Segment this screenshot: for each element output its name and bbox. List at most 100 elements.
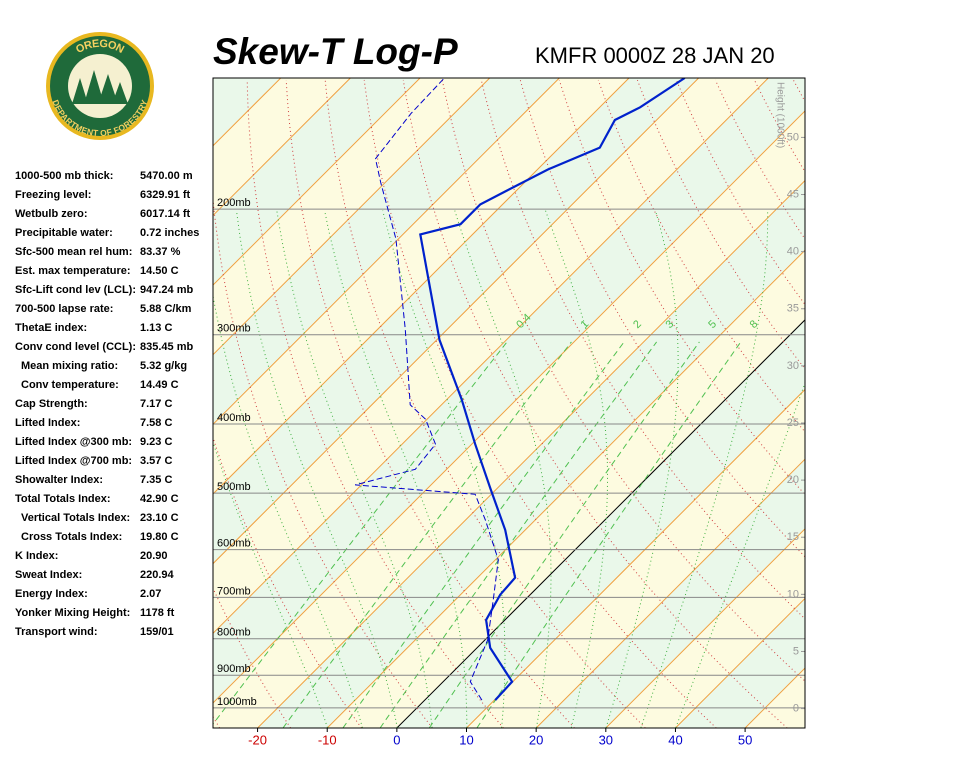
mixing-ratio-line <box>379 341 658 728</box>
stat-value: 5.32 g/kg <box>140 360 187 372</box>
y-tick-label: 500mb <box>217 481 251 493</box>
dry-adiabat <box>872 80 960 728</box>
stat-value: 42.90 C <box>140 493 179 505</box>
stat-label: K Index: <box>15 550 58 562</box>
x-tick-label: -10 <box>318 732 337 747</box>
isotherm <box>213 78 560 426</box>
stat-value: 9.23 C <box>140 436 172 448</box>
stat-label: Transport wind: <box>15 626 98 638</box>
stat-value: 7.58 C <box>140 417 172 429</box>
isotherm <box>213 110 805 704</box>
isotherm <box>675 597 805 728</box>
title: Skew-T Log-P <box>213 31 458 72</box>
y-tick-label: 800mb <box>217 627 251 639</box>
y2-tick-label: 10 <box>787 588 799 600</box>
stat-label: Energy Index: <box>15 588 88 600</box>
stat-value: 14.49 C <box>140 379 179 391</box>
dry-adiabat <box>246 79 504 728</box>
y2-tick-label: 0 <box>793 702 799 714</box>
isotherm-band <box>213 110 805 728</box>
stat-value: 1178 ft <box>140 607 175 619</box>
isotherm <box>213 78 630 495</box>
stat-label: Lifted Index @700 mb: <box>15 455 132 467</box>
stat-value: 23.10 C <box>140 512 179 524</box>
y2-tick-label: 40 <box>787 246 799 258</box>
dry-adiabat <box>911 80 960 728</box>
x-tick-label: 30 <box>599 732 613 747</box>
stat-value: 19.80 C <box>140 531 179 543</box>
stat-label: Cross Totals Index: <box>21 531 122 543</box>
isotherm-band <box>213 78 805 703</box>
y2-tick-label: 50 <box>787 131 799 143</box>
wind-strip <box>820 78 862 728</box>
stat-value: 7.17 C <box>140 398 172 410</box>
isotherm <box>396 319 805 728</box>
isotherm <box>257 179 805 728</box>
stat-value: 3.57 C <box>140 455 172 467</box>
y2-tick-label: 45 <box>787 188 799 200</box>
stat-value: 20.90 <box>140 550 168 562</box>
y2-tick-label: 35 <box>787 303 799 315</box>
stat-value: 7.35 C <box>140 474 172 486</box>
isotherm-band <box>605 528 805 728</box>
isotherm <box>466 388 805 728</box>
moist-adiabat <box>675 381 805 728</box>
stat-label: Total Totals Index: <box>15 493 111 505</box>
plot-area <box>213 78 960 728</box>
stat-label: Sweat Index: <box>15 569 82 581</box>
dry-adiabat <box>558 79 805 496</box>
isotherm <box>213 78 351 217</box>
dry-adiabat <box>213 194 433 728</box>
y2-tick-label: 30 <box>787 360 799 372</box>
x-tick-label: 10 <box>459 732 473 747</box>
stat-value: 14.50 C <box>140 265 179 277</box>
y-tick-label: 700mb <box>217 585 251 597</box>
mixing-ratio-line <box>428 341 700 728</box>
stat-value: 5470.00 m <box>140 170 193 182</box>
stat-label: Yonker Mixing Height: <box>15 607 130 619</box>
stat-label: Sfc-500 mean rel hum: <box>15 246 132 258</box>
stat-value: 2.07 <box>140 588 161 600</box>
stat-value: 159/01 <box>140 626 174 638</box>
x-tick-label: -20 <box>248 732 267 747</box>
stat-label: Lifted Index @300 mb: <box>15 436 132 448</box>
x-tick-label: 50 <box>738 732 752 747</box>
dry-adiabat <box>792 79 805 103</box>
y-tick-label: 200mb <box>217 197 251 209</box>
y-tick-label: 300mb <box>217 323 251 335</box>
stat-value: 5.88 C/km <box>140 303 192 315</box>
isotherm <box>213 78 769 634</box>
logo-top: OREGON <box>74 38 126 56</box>
isotherm <box>605 528 805 728</box>
y-tick-label: 400mb <box>217 412 251 424</box>
logo: OREGON DEPARTMENT OF FORESTRY <box>46 32 154 140</box>
stat-value: 0.72 inches <box>140 227 199 239</box>
stat-label: Est. max temperature: <box>15 265 131 277</box>
dry-adiabat <box>213 587 292 728</box>
plot-frame <box>212 77 806 729</box>
y2-tick-label: 20 <box>787 474 799 486</box>
y2-tick-label: 5 <box>793 645 799 657</box>
stat-label: Lifted Index: <box>15 417 80 429</box>
stat-value: 83.37 % <box>140 246 181 258</box>
stat-label: Wetbulb zero: <box>15 208 88 220</box>
mixing-ratio-line <box>476 341 742 728</box>
stat-value: 1.13 C <box>140 322 172 334</box>
x-tick-label: 0 <box>393 732 400 747</box>
isotherm <box>535 458 805 728</box>
y2-tick-label: 25 <box>787 417 799 429</box>
y-tick-label: 1000mb <box>217 696 257 708</box>
stat-label: ThetaE index: <box>15 322 87 334</box>
isotherm <box>213 78 491 356</box>
logo-top-text: OREGON <box>74 38 126 56</box>
y2-axis-label: Height (1000ft) <box>774 82 785 148</box>
stat-label: Sfc-Lift cond lev (LCL): <box>15 284 136 296</box>
stat-value: 6017.14 ft <box>140 208 190 220</box>
moist-adiabat <box>213 440 328 728</box>
temperature-profile <box>419 78 686 701</box>
isotherm <box>213 78 421 286</box>
moist-adiabat <box>545 210 608 728</box>
moist-adiabat <box>324 210 468 728</box>
stat-label: Conv temperature: <box>21 379 119 391</box>
